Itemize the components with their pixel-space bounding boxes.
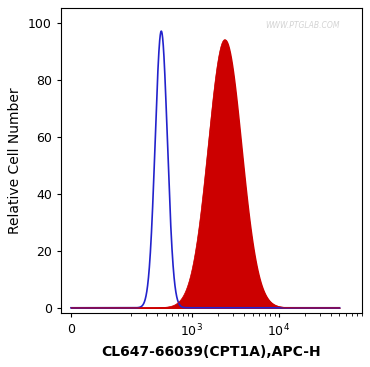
Y-axis label: Relative Cell Number: Relative Cell Number [9, 88, 22, 234]
X-axis label: CL647-66039(CPT1A),APC-H: CL647-66039(CPT1A),APC-H [101, 345, 321, 359]
Text: WWW.PTGLAB.COM: WWW.PTGLAB.COM [265, 21, 340, 29]
